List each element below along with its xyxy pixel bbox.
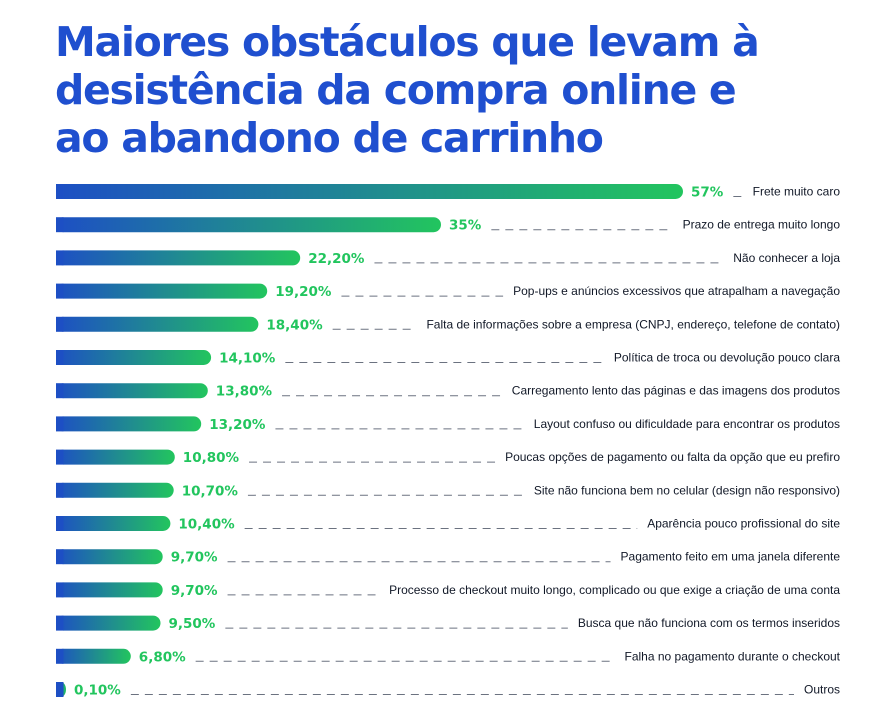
category-label: Site não funciona bem no celular (design… xyxy=(534,483,840,497)
bar-left-cap xyxy=(56,648,64,664)
value-label: 35% xyxy=(449,218,482,234)
category-label: Poucas opções de pagamento ou falta da o… xyxy=(505,450,840,464)
bar-left-cap xyxy=(56,615,64,631)
value-label: 10,80% xyxy=(183,450,240,466)
bar-left-cap xyxy=(56,549,64,565)
bar-left-cap xyxy=(56,516,64,531)
bar-left-cap xyxy=(56,682,64,697)
value-label: 19,20% xyxy=(275,284,332,300)
bar-left-cap xyxy=(56,482,64,498)
bar-left-cap xyxy=(56,416,64,432)
value-label: 9,70% xyxy=(171,550,218,566)
value-label: 13,20% xyxy=(209,417,266,433)
bar-left-cap xyxy=(56,449,64,465)
bar xyxy=(56,582,163,598)
value-label: 6,80% xyxy=(139,649,186,665)
bar xyxy=(56,316,259,332)
category-label: Prazo de entrega muito longo xyxy=(683,218,841,232)
bar xyxy=(56,615,161,631)
bar-left-cap xyxy=(56,283,64,299)
category-label: Carregamento lento das páginas e das ima… xyxy=(512,384,840,398)
bar xyxy=(56,516,171,531)
value-label: 9,50% xyxy=(169,616,216,632)
bar xyxy=(56,549,163,565)
value-label: 57% xyxy=(691,185,724,201)
category-label: Política de troca ou devolução pouco cla… xyxy=(614,351,840,365)
category-label: Falta de informações sobre a empresa (CN… xyxy=(426,317,840,331)
category-label: Pop-ups e anúncios excessivos que atrapa… xyxy=(513,284,840,298)
category-label: Não conhecer a loja xyxy=(733,251,840,265)
bar-left-cap xyxy=(56,350,64,365)
category-label: Aparência pouco profissional do site xyxy=(647,517,840,531)
value-label: 0,10% xyxy=(74,683,121,699)
value-label: 22,20% xyxy=(308,251,365,267)
bar-left-cap xyxy=(56,316,64,332)
bar xyxy=(56,184,683,199)
category-label: Pagamento feito em uma janela diferente xyxy=(621,550,841,564)
value-label: 13,80% xyxy=(216,384,273,400)
bar-left-cap xyxy=(56,250,64,266)
category-label: Frete muito caro xyxy=(753,185,841,199)
value-label: 10,70% xyxy=(182,483,239,499)
bar xyxy=(56,283,268,299)
bar xyxy=(56,648,131,664)
bar xyxy=(56,383,208,399)
category-label: Outros xyxy=(804,683,840,697)
category-label: Falha no pagamento durante o checkout xyxy=(625,649,841,663)
bar xyxy=(56,482,174,498)
bar xyxy=(56,217,441,233)
bar-left-cap xyxy=(56,217,64,233)
chart-title: Maiores obstáculos que levam à desistênc… xyxy=(55,18,760,162)
value-label: 10,40% xyxy=(178,517,235,533)
bar-left-cap xyxy=(56,582,64,598)
bar xyxy=(56,416,202,432)
value-label: 9,70% xyxy=(171,583,218,599)
bar-left-cap xyxy=(56,383,64,399)
category-label: Layout confuso ou dificuldade para encon… xyxy=(534,417,840,431)
value-label: 18,40% xyxy=(266,317,323,333)
category-label: Busca que não funciona com os termos ins… xyxy=(578,616,840,630)
bar-left-cap xyxy=(56,184,64,199)
bar xyxy=(56,449,175,465)
bar xyxy=(56,250,301,266)
category-label: Processo de checkout muito longo, compli… xyxy=(389,583,840,597)
bar xyxy=(56,350,212,365)
value-label: 14,10% xyxy=(219,351,276,367)
